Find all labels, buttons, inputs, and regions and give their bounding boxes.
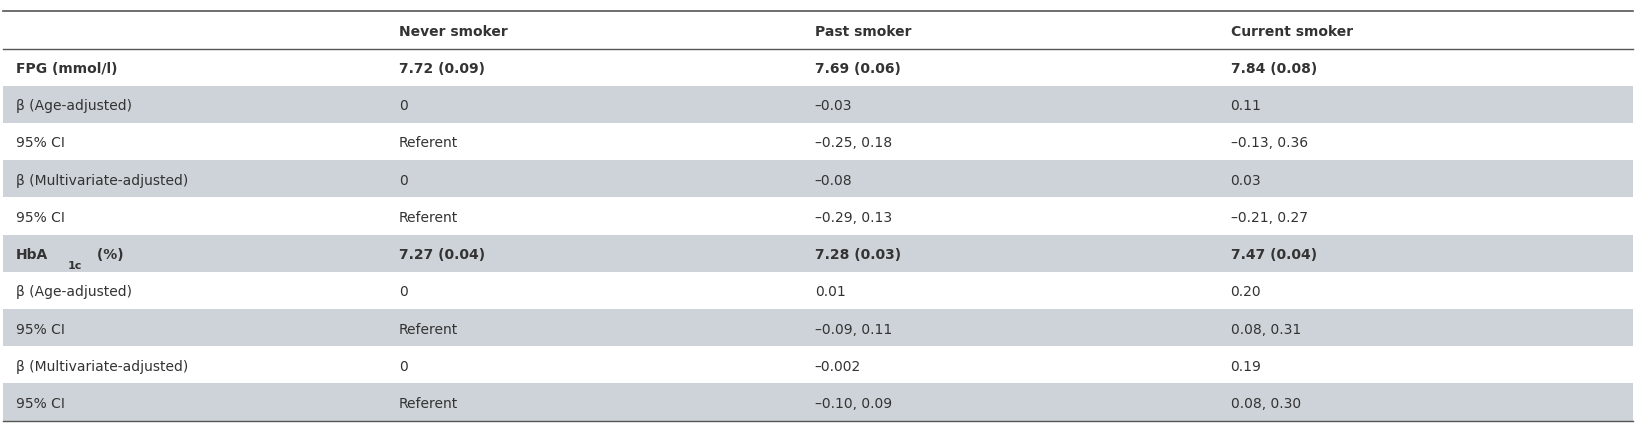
Text: –0.21, 0.27: –0.21, 0.27 xyxy=(1230,211,1307,225)
Text: Referent: Referent xyxy=(399,397,458,411)
Text: 7.69 (0.06): 7.69 (0.06) xyxy=(815,62,900,76)
Text: (%): (%) xyxy=(93,248,124,262)
Text: 7.27 (0.04): 7.27 (0.04) xyxy=(399,248,486,262)
Text: –0.09, 0.11: –0.09, 0.11 xyxy=(815,323,892,337)
Text: HbA: HbA xyxy=(16,248,47,262)
Bar xyxy=(3,384,1633,421)
Text: 95% CI: 95% CI xyxy=(16,323,65,337)
Text: 0.11: 0.11 xyxy=(1230,99,1261,113)
Text: Referent: Referent xyxy=(399,211,458,225)
Text: 0: 0 xyxy=(399,99,407,113)
Text: Referent: Referent xyxy=(399,323,458,337)
Text: FPG (mmol/l): FPG (mmol/l) xyxy=(16,62,118,76)
Text: Past smoker: Past smoker xyxy=(815,25,911,39)
Text: 0.08, 0.30: 0.08, 0.30 xyxy=(1230,397,1301,411)
Text: 95% CI: 95% CI xyxy=(16,137,65,150)
Bar xyxy=(3,235,1633,272)
Text: 0: 0 xyxy=(399,174,407,187)
Text: 7.28 (0.03): 7.28 (0.03) xyxy=(815,248,901,262)
Text: 7.72 (0.09): 7.72 (0.09) xyxy=(399,62,484,76)
Text: 0.08, 0.31: 0.08, 0.31 xyxy=(1230,323,1301,337)
Text: Current smoker: Current smoker xyxy=(1230,25,1353,39)
Text: Referent: Referent xyxy=(399,137,458,150)
Text: 0.01: 0.01 xyxy=(815,285,846,299)
Text: 0.20: 0.20 xyxy=(1230,285,1261,299)
Text: 0: 0 xyxy=(399,360,407,374)
Text: –0.002: –0.002 xyxy=(815,360,861,374)
Bar xyxy=(3,123,1633,160)
Bar xyxy=(3,160,1633,197)
Bar xyxy=(3,48,1633,86)
Text: –0.29, 0.13: –0.29, 0.13 xyxy=(815,211,892,225)
Text: Never smoker: Never smoker xyxy=(399,25,507,39)
Text: –0.13, 0.36: –0.13, 0.36 xyxy=(1230,137,1307,150)
Text: 0: 0 xyxy=(399,285,407,299)
Text: β (Age-adjusted): β (Age-adjusted) xyxy=(16,285,133,299)
Text: 7.47 (0.04): 7.47 (0.04) xyxy=(1230,248,1317,262)
Bar xyxy=(3,11,1633,48)
Text: 1c: 1c xyxy=(69,261,82,271)
Bar xyxy=(3,346,1633,384)
Text: –0.08: –0.08 xyxy=(815,174,852,187)
Text: β (Age-adjusted): β (Age-adjusted) xyxy=(16,99,133,113)
Text: –0.03: –0.03 xyxy=(815,99,852,113)
Bar xyxy=(3,86,1633,123)
Text: 0.03: 0.03 xyxy=(1230,174,1261,187)
Text: 0.19: 0.19 xyxy=(1230,360,1261,374)
Text: β (Multivariate-adjusted): β (Multivariate-adjusted) xyxy=(16,174,188,187)
Bar xyxy=(3,197,1633,235)
Bar xyxy=(3,272,1633,309)
Bar xyxy=(3,309,1633,346)
Text: –0.25, 0.18: –0.25, 0.18 xyxy=(815,137,892,150)
Text: 95% CI: 95% CI xyxy=(16,397,65,411)
Text: β (Multivariate-adjusted): β (Multivariate-adjusted) xyxy=(16,360,188,374)
Text: 7.84 (0.08): 7.84 (0.08) xyxy=(1230,62,1317,76)
Text: –0.10, 0.09: –0.10, 0.09 xyxy=(815,397,892,411)
Text: 95% CI: 95% CI xyxy=(16,211,65,225)
